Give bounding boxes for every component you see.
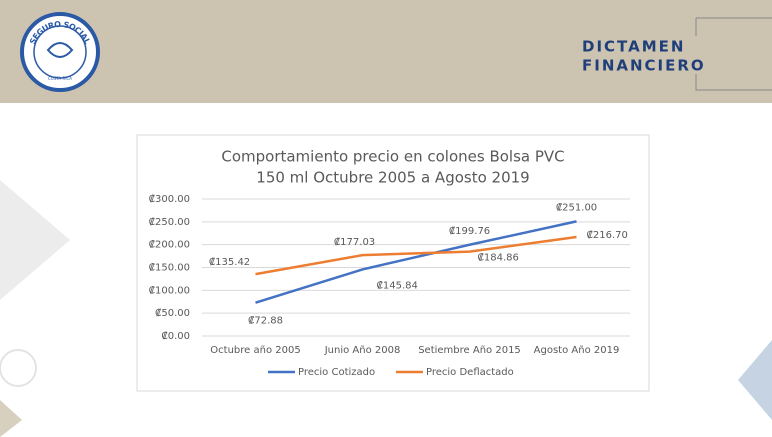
x-tick-label: Setiembre Año 2015 [418, 345, 521, 356]
y-tick-label: ₡50.00 [155, 308, 190, 319]
logo-subtext: COSTA RICA [48, 76, 72, 81]
logo-inner [33, 25, 87, 79]
chart-title: 150 ml Octubre 2005 a Agosto 2019 [256, 169, 529, 187]
y-tick-label: ₡250.00 [149, 217, 190, 228]
x-tick-label: Octubre año 2005 [210, 345, 300, 356]
data-label: ₡199.76 [449, 226, 490, 237]
legend-label: Precio Cotizado [298, 367, 375, 378]
logo-emblem [46, 42, 74, 58]
data-label: ₡177.03 [334, 237, 375, 248]
deco-shape [0, 400, 22, 437]
data-label: ₡145.84 [377, 280, 418, 291]
data-label: ₡251.00 [556, 202, 597, 213]
y-tick-label: ₡300.00 [149, 194, 190, 205]
series-line [255, 235, 577, 276]
x-tick-label: Junio Año 2008 [324, 345, 401, 356]
header-frame [695, 17, 772, 91]
deco-circle [0, 349, 37, 387]
y-tick-label: ₡200.00 [149, 240, 190, 251]
chart: Comportamiento precio en colones Bolsa P… [149, 148, 630, 378]
series-line [255, 220, 577, 304]
data-label: ₡72.88 [248, 316, 283, 327]
legend-label: Precio Deflactado [426, 367, 514, 378]
x-tick-label: Agosto Año 2019 [534, 345, 620, 356]
header-band [0, 0, 772, 103]
data-label: ₡216.70 [587, 230, 628, 241]
y-tick-label: ₡150.00 [149, 263, 190, 274]
logo-ring [20, 12, 100, 92]
y-tick-label: ₡0.00 [161, 331, 190, 342]
header-title: DICTAMEN [582, 38, 685, 56]
chart-title: Comportamiento precio en colones Bolsa P… [221, 148, 564, 166]
y-tick-label: ₡100.00 [149, 285, 190, 296]
header-title: FINANCIERO [582, 57, 706, 75]
deco-shape [738, 340, 772, 420]
logo: SEGURO SOCIAL COSTA RICA [20, 12, 100, 92]
deco-shape [0, 180, 70, 300]
data-label: ₡184.86 [478, 253, 519, 264]
data-label: ₡135.42 [209, 257, 250, 268]
